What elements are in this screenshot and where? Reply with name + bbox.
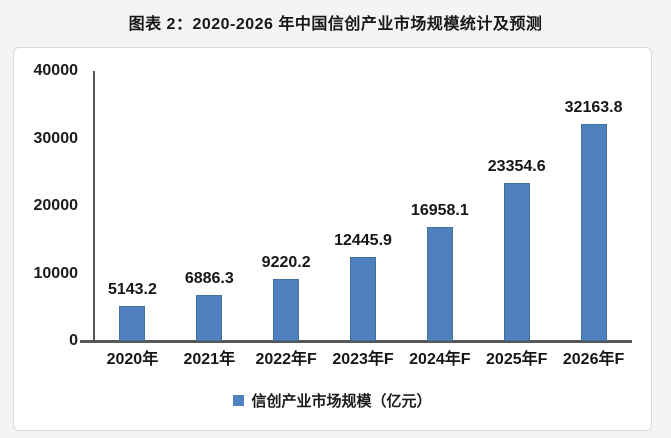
y-tick-label: 0 <box>69 332 78 349</box>
bar <box>273 278 300 341</box>
legend-marker <box>233 395 245 406</box>
x-tick-label: 2022年F <box>255 351 317 368</box>
bar-value-label: 32163.8 <box>564 98 623 116</box>
x-tick-label: 2024年F <box>409 351 471 368</box>
bar-value-label: 12445.9 <box>334 231 392 249</box>
x-tick-label: 2025年F <box>486 351 548 368</box>
bar-value-label: 16958.1 <box>410 201 469 219</box>
x-axis-line <box>80 340 632 343</box>
bar-value-label: 23354.6 <box>487 158 546 176</box>
y-axis-line <box>93 71 95 341</box>
bar <box>350 256 376 341</box>
bar <box>119 306 146 341</box>
x-tick-label: 2021年 <box>183 351 236 368</box>
bar <box>196 294 223 341</box>
y-tick-label: 40000 <box>33 62 79 79</box>
legend: 信创产业市场规模（亿元） <box>14 390 651 411</box>
bar <box>426 226 453 341</box>
bar-value-label: 5143.2 <box>107 281 157 299</box>
chart-panel: 0 10000 20000 30000 40000 5143.2 6886.3 9220.2… <box>13 47 652 431</box>
y-tick-label: 20000 <box>33 197 79 214</box>
bar-value-label: 9220.2 <box>261 253 311 271</box>
legend-label: 信创产业市场规模（亿元） <box>251 393 432 410</box>
y-tick-label: 30000 <box>33 129 79 147</box>
bar <box>503 183 530 341</box>
x-tick-label: 2023年F <box>332 351 394 368</box>
y-axis-labels: 0 10000 20000 30000 40000 <box>14 48 79 430</box>
bar-value-label: 6886.3 <box>184 269 234 287</box>
x-tick-label: 2026年F <box>562 351 625 368</box>
y-tick-label: 10000 <box>33 264 79 282</box>
x-tick-label: 2020年 <box>106 351 159 368</box>
chart-title: 图表 2：2020-2026 年中国信创产业市场规模统计及预测 <box>128 16 543 33</box>
bar <box>580 123 607 341</box>
